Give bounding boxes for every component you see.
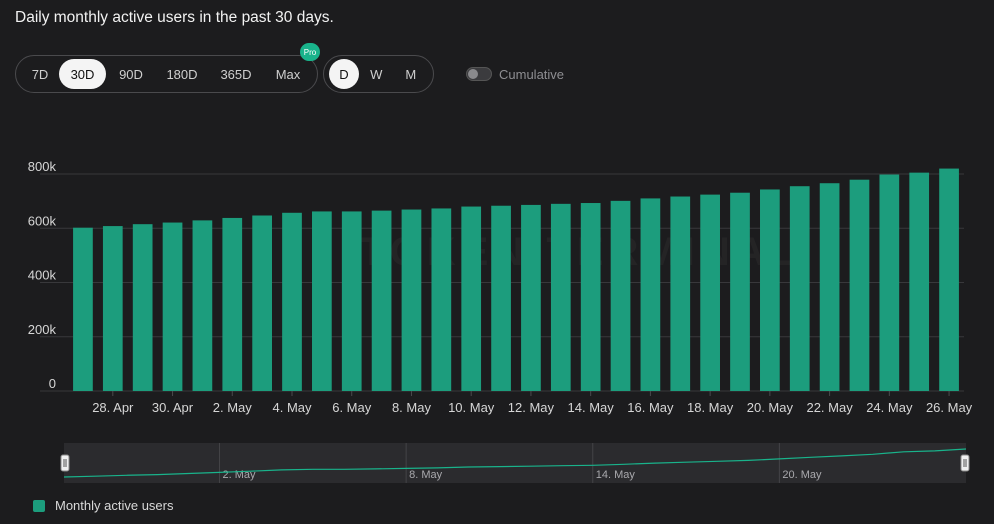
bar (819, 183, 840, 391)
cumulative-toggle[interactable] (466, 67, 492, 81)
bar (431, 208, 452, 391)
cumulative-label: Cumulative (499, 67, 565, 82)
legend-label: Monthly active users (55, 498, 174, 513)
navigator-label: 20. May (782, 469, 822, 481)
range-selector: 7D 30D 90D 180D 365D Max (15, 55, 318, 93)
bar (580, 203, 601, 391)
bar (909, 172, 930, 391)
granularity-month-button[interactable]: M (405, 66, 417, 82)
bar (610, 200, 631, 391)
x-tick-label: 26. May (926, 400, 973, 415)
x-axis: 28. Apr 30. Apr 2. May 4. May 6. May 8. May 10… (92, 391, 973, 415)
x-tick-label: 4. May (272, 400, 312, 415)
toggle-knob (468, 69, 478, 79)
bar (252, 215, 272, 391)
bar (760, 189, 780, 391)
x-tick-label: 16. May (627, 400, 674, 415)
granularity-day-button[interactable]: D (329, 59, 359, 89)
x-tick-label: 12. May (508, 400, 555, 415)
x-tick-label: 18. May (687, 400, 734, 415)
range-30d-button[interactable]: 30D (59, 59, 106, 89)
bar (879, 174, 900, 391)
pro-badge: Pro (300, 43, 320, 61)
bar (550, 203, 571, 391)
range-90d-button[interactable]: 90D (119, 66, 143, 82)
bar (700, 194, 720, 391)
x-tick-label: 10. May (448, 400, 495, 415)
bar (132, 224, 153, 391)
bar (282, 212, 302, 391)
bar (371, 210, 392, 391)
bar (312, 211, 332, 391)
x-tick-label: 30. Apr (152, 400, 194, 415)
range-max-button[interactable]: Max (275, 66, 301, 82)
bars (73, 168, 959, 391)
bar (162, 222, 183, 391)
legend[interactable]: Monthly active users (33, 498, 174, 513)
bar (670, 196, 691, 391)
bar (521, 204, 541, 391)
x-tick-label: 24. May (866, 400, 913, 415)
y-axis: 0 200k 400k 600k 800k (28, 159, 57, 391)
x-tick-label: 28. Apr (92, 400, 134, 415)
page-title: Daily monthly active users in the past 3… (15, 9, 334, 26)
navigator-left-handle[interactable] (60, 454, 70, 472)
granularity-selector: D W M (323, 55, 434, 93)
bar (73, 227, 93, 391)
bar (491, 205, 511, 391)
x-tick-label: 2. May (213, 400, 253, 415)
x-tick-label: 14. May (568, 400, 615, 415)
bar (849, 179, 870, 391)
bar (341, 211, 362, 391)
legend-swatch (33, 499, 45, 512)
range-7d-button[interactable]: 7D (31, 66, 49, 82)
x-tick-label: 6. May (332, 400, 372, 415)
bar (102, 226, 123, 391)
navigator-label: 8. May (409, 469, 443, 481)
range-180d-button[interactable]: 180D (166, 66, 198, 82)
bar (939, 168, 959, 391)
range-365d-button[interactable]: 365D (220, 66, 252, 82)
navigator-line (63, 448, 967, 478)
bar (461, 206, 482, 391)
y-tick-label: 0 (49, 376, 56, 391)
x-tick-label: 8. May (392, 400, 432, 415)
bar (640, 198, 661, 391)
y-tick-label: 800k (28, 159, 57, 174)
bar-chart: 0 200k 400k 600k 800k 28. Apr 30. Apr 2. May 4.… (28, 159, 973, 483)
granularity-week-button[interactable]: W (370, 66, 383, 82)
bar (730, 192, 750, 391)
navigator-background (64, 443, 966, 483)
bar (222, 217, 243, 391)
bar (789, 186, 810, 391)
navigator-right-handle[interactable] (960, 454, 970, 472)
bar (401, 209, 422, 391)
range-navigator[interactable]: 2. May 8. May 14. May 20. May (60, 443, 970, 483)
y-tick-label: 200k (28, 322, 57, 337)
navigator-label: 14. May (596, 469, 636, 481)
y-tick-label: 400k (28, 268, 57, 283)
x-tick-label: 22. May (806, 400, 853, 415)
bar (192, 220, 213, 391)
y-tick-label: 600k (28, 213, 57, 228)
x-tick-label: 20. May (747, 400, 794, 415)
